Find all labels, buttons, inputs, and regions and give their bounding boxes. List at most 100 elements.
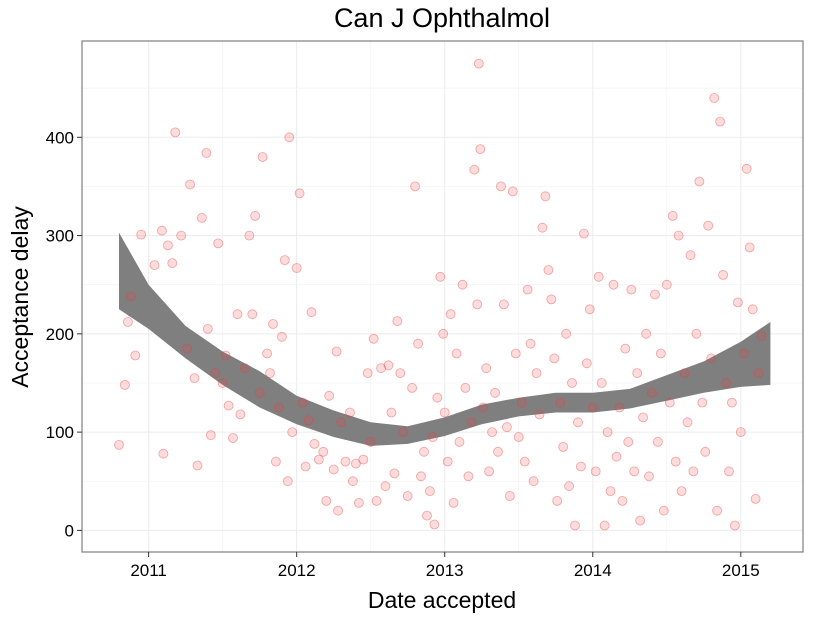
scatter-point bbox=[706, 353, 717, 364]
scatter-point bbox=[182, 343, 193, 354]
scatter-point bbox=[507, 186, 518, 197]
scatter-point bbox=[712, 505, 722, 516]
scatter-point bbox=[445, 309, 456, 320]
scatter-point bbox=[156, 225, 167, 236]
y-tick-label: 100 bbox=[46, 423, 74, 442]
scatter-point bbox=[279, 255, 290, 266]
scatter-point bbox=[525, 338, 536, 349]
scatter-point bbox=[718, 269, 728, 280]
scatter-point bbox=[549, 353, 560, 364]
scatter-point bbox=[475, 144, 486, 155]
scatter-point bbox=[688, 466, 699, 477]
scatter-point bbox=[257, 152, 268, 162]
scatter-point bbox=[561, 328, 571, 339]
scatter-point bbox=[587, 402, 598, 413]
scatter-point bbox=[656, 348, 666, 359]
scatter-point bbox=[682, 417, 693, 428]
scatter-point bbox=[189, 373, 200, 384]
scatter-point bbox=[192, 460, 203, 471]
scatter-point bbox=[297, 397, 308, 408]
scatter-point bbox=[546, 294, 557, 305]
scatter-point bbox=[593, 271, 604, 282]
scatter-point bbox=[398, 427, 409, 438]
scatter-point bbox=[413, 338, 424, 349]
scatter-point bbox=[313, 454, 324, 465]
scatter-point bbox=[466, 417, 477, 428]
scatter-point bbox=[389, 468, 400, 479]
scatter-point bbox=[287, 427, 298, 438]
scatter-point bbox=[632, 368, 643, 379]
scatter-point bbox=[573, 417, 583, 428]
scatter-point bbox=[510, 348, 521, 359]
scatter-point bbox=[691, 328, 702, 339]
scatter-point bbox=[353, 497, 364, 508]
scatter-point bbox=[623, 436, 634, 447]
scatter-point bbox=[309, 438, 320, 449]
scatter-point bbox=[519, 456, 530, 467]
scatter-point bbox=[493, 446, 503, 457]
scatter-point bbox=[386, 407, 397, 418]
scatter-point bbox=[318, 446, 329, 457]
scatter-point bbox=[427, 432, 438, 442]
scatter-point bbox=[270, 456, 281, 467]
scatter-point bbox=[276, 331, 287, 342]
scatter-point bbox=[235, 409, 246, 420]
scatter-point bbox=[611, 451, 622, 462]
scatter-point bbox=[617, 495, 628, 506]
scatter-point bbox=[501, 422, 512, 433]
scatter-point bbox=[596, 378, 607, 388]
chart-title: Can J Ophthalmol bbox=[334, 3, 550, 33]
scatter-point bbox=[158, 448, 169, 459]
scatter-point bbox=[735, 427, 746, 438]
scatter-point bbox=[247, 309, 258, 320]
scatter-point bbox=[741, 163, 752, 174]
scatter-point bbox=[484, 466, 495, 477]
scatter-point bbox=[136, 229, 147, 240]
scatter-point bbox=[262, 348, 273, 359]
scatter-point bbox=[522, 284, 533, 295]
scatter-point bbox=[239, 363, 250, 374]
y-axis-label: Acceptance delay bbox=[7, 206, 33, 388]
scatter-point bbox=[365, 436, 376, 447]
scatter-point bbox=[558, 441, 569, 452]
scatter-point bbox=[605, 486, 616, 497]
scatter-point bbox=[380, 481, 391, 492]
scatter-point bbox=[635, 515, 645, 526]
scatter-point bbox=[324, 390, 335, 401]
scatter-point bbox=[130, 350, 141, 361]
scatter-point bbox=[273, 402, 284, 413]
scatter-point bbox=[202, 323, 213, 334]
scatter-point bbox=[750, 493, 761, 504]
scatter-point bbox=[435, 271, 446, 282]
scatter-point bbox=[419, 446, 429, 457]
scatter-point bbox=[371, 495, 382, 506]
scatter-point bbox=[328, 464, 339, 475]
scatter-point bbox=[170, 127, 181, 138]
scatter-point bbox=[340, 456, 351, 467]
scatter-point bbox=[376, 363, 387, 374]
scatter-point bbox=[213, 238, 224, 249]
scatter-point bbox=[120, 379, 130, 390]
scatter-point bbox=[347, 476, 358, 487]
scatter-point bbox=[383, 360, 394, 371]
scatter-point bbox=[185, 179, 196, 190]
scatter-point bbox=[727, 397, 737, 408]
scatter-point bbox=[473, 58, 484, 69]
scatter-point bbox=[513, 432, 524, 442]
scatter-point bbox=[454, 436, 465, 447]
scatter-point bbox=[629, 466, 640, 477]
scatter-point bbox=[250, 210, 261, 221]
scatter-point bbox=[362, 368, 373, 379]
scatter-point bbox=[498, 299, 509, 310]
scatter-point bbox=[358, 454, 369, 465]
scatter-point bbox=[345, 407, 355, 418]
scatter-point bbox=[228, 433, 238, 443]
scatter-point bbox=[294, 188, 305, 199]
scatter-point bbox=[730, 520, 740, 531]
scatter-point bbox=[584, 304, 595, 315]
scatter-point bbox=[451, 348, 462, 359]
scatter-point bbox=[424, 486, 435, 497]
x-tick-label: 2011 bbox=[130, 561, 167, 580]
scatter-point bbox=[555, 397, 566, 408]
